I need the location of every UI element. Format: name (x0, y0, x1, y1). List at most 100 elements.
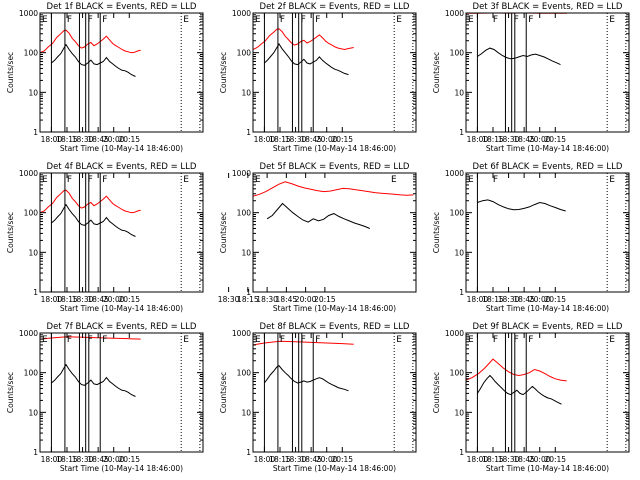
y-tick-label: 100 (24, 209, 39, 218)
x-tick-label: 18:30 (218, 295, 240, 304)
series-line-events (266, 202, 370, 229)
chart-title: Det 1f BLACK = Events, RED = LLD (47, 2, 197, 12)
axes-frame (39, 172, 204, 293)
chart-title: Det 5f BLACK = Events, RED = LLD (260, 162, 410, 172)
plot-area (40, 336, 141, 397)
x-tick-label: 20:00 (103, 455, 125, 464)
interval-label: F (493, 335, 498, 345)
y-tick-label: 1000 (232, 329, 251, 338)
series-line-events (476, 374, 562, 405)
interval-label: E (609, 335, 615, 345)
x-tick-label: 18:00 (467, 455, 489, 464)
x-tick-label: 20:00 (103, 295, 125, 304)
y-tick-label: 100 (237, 369, 252, 378)
interval-label: F (493, 15, 498, 25)
x-tick-label: 18:15 (482, 455, 504, 464)
series-line-events (263, 365, 349, 392)
series-line-lld (466, 358, 567, 382)
axes-frame (39, 332, 204, 453)
plot-area (253, 28, 354, 76)
y-tick-label: 10 (454, 408, 464, 417)
plot-area (40, 29, 141, 77)
axes-frame (252, 12, 417, 133)
y-axis-label: Counts/sec (219, 52, 228, 93)
x-tick-label: 18:30 (498, 455, 520, 464)
y-tick-label: 1000 (445, 9, 464, 18)
x-axis-label: Start Time (10-May-14 18:46:00) (486, 464, 609, 473)
x-axis-label: Start Time (10-May-14 18:46:00) (273, 464, 396, 473)
y-axis-label: Counts/sec (6, 372, 15, 413)
x-axis-label: Start Time (10-May-14 18:46:00) (273, 144, 396, 153)
interval-label: E (468, 175, 474, 185)
plot-area (253, 181, 414, 229)
x-tick-label: 18:00 (467, 295, 489, 304)
x-tick-label: 20:15 (314, 295, 336, 304)
x-tick-label: 18:45 (513, 135, 535, 144)
y-tick-label: 1000 (232, 169, 251, 178)
interval-label: F (102, 335, 107, 345)
x-tick-label: 18:45 (513, 295, 535, 304)
y-tick-label: 1000 (232, 9, 251, 18)
panel-det-6f: Det 6f BLACK = Events, RED = LLD E F E 1 10 10… (432, 162, 630, 313)
x-tick-label: 18:45 (513, 455, 535, 464)
x-tick-label: 18:30 (498, 295, 520, 304)
x-tick-label: 18:00 (254, 135, 276, 144)
interval-label: F (315, 335, 320, 345)
x-axis-label: Start Time (10-May-14 18:46:00) (60, 144, 183, 153)
x-tick-label: 20:00 (316, 455, 338, 464)
y-tick-label: 10 (241, 248, 251, 257)
interval-label: E (255, 175, 261, 185)
y-axis-label: Counts/sec (219, 212, 228, 253)
x-tick-label: 18:15 (56, 455, 78, 464)
y-tick-label: 100 (237, 209, 252, 218)
x-tick-label: 20:00 (529, 295, 551, 304)
series-line-events (477, 47, 561, 66)
y-tick-label: 10 (28, 88, 38, 97)
y-tick-label: 1 (246, 288, 251, 297)
y-tick-label: 100 (24, 369, 39, 378)
y-axis-label: Counts/sec (219, 372, 228, 413)
interval-label: F (88, 335, 93, 345)
x-tick-label: 18:15 (56, 135, 78, 144)
x-tick-label: 18:45 (87, 135, 109, 144)
y-tick-label: 1000 (19, 9, 38, 18)
x-tick-label: 20:15 (331, 135, 353, 144)
x-tick-label: 18:15 (482, 135, 504, 144)
axes-frame (252, 332, 417, 453)
y-tick-label: 1 (459, 448, 464, 457)
x-tick-label: 18:15 (237, 295, 259, 304)
y-tick-label: 1 (33, 448, 38, 457)
x-tick-label: 18:30 (256, 295, 278, 304)
y-axis-label: Counts/sec (6, 212, 15, 253)
x-tick-label: 18:15 (269, 455, 291, 464)
interval-label: F (88, 175, 93, 185)
x-tick-label: 20:00 (316, 135, 338, 144)
y-tick-label: 10 (454, 248, 464, 257)
interval-label: F (67, 335, 72, 345)
x-tick-label: 20:15 (118, 295, 140, 304)
axes-frame (465, 172, 630, 293)
y-tick-label: 10 (241, 88, 251, 97)
x-tick-label: 18:45 (276, 295, 298, 304)
y-tick-label: 10 (28, 408, 38, 417)
x-tick-label: 20:00 (295, 295, 317, 304)
chart-title: Det 2f BLACK = Events, RED = LLD (260, 2, 410, 12)
interval-label: E (42, 175, 48, 185)
y-axis-label: Counts/sec (432, 372, 441, 413)
interval-label: E (468, 335, 474, 345)
x-tick-label: 18:45 (300, 455, 322, 464)
y-tick-label: 1 (246, 448, 251, 457)
y-axis-label: Counts/sec (432, 212, 441, 253)
chart-title: Det 3f BLACK = Events, RED = LLD (473, 2, 623, 12)
x-tick-label: 18:30 (72, 295, 94, 304)
y-tick-label: 1000 (19, 329, 38, 338)
x-tick-label: 20:15 (544, 295, 566, 304)
interval-label: F (514, 335, 519, 345)
series-line-events (264, 43, 349, 76)
x-tick-label: 18:00 (41, 455, 63, 464)
interval-label: F (301, 15, 306, 25)
x-tick-label: 18:00 (41, 295, 63, 304)
y-tick-label: 100 (237, 49, 252, 58)
